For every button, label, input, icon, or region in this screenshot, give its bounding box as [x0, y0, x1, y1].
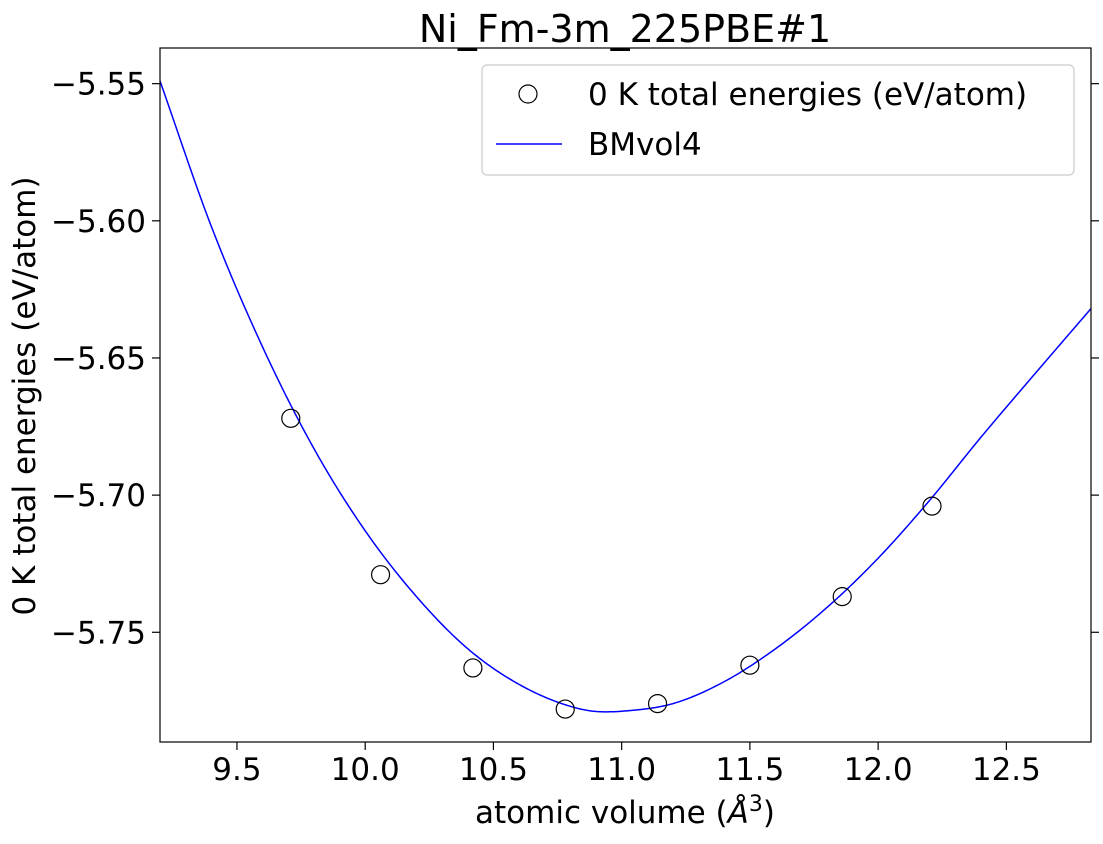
chart-title: Ni_Fm-3m_225PBE#1	[419, 7, 831, 51]
legend: 0 K total energies (eV/atom) BMvol4	[481, 64, 1075, 176]
legend-label-bmvol4: BMvol4	[588, 127, 702, 163]
plot-frame	[159, 47, 1092, 743]
data-point	[832, 587, 852, 607]
data-point	[463, 658, 483, 678]
x-tick-label: 9.5	[212, 752, 261, 788]
x-axis-label-unit: Å	[726, 795, 749, 831]
y-tick-label: −5.65	[51, 341, 146, 377]
x-axis-label-close: )	[763, 795, 775, 831]
legend-label-energies: 0 K total energies (eV/atom)	[588, 77, 1027, 113]
x-tick-label: 11.5	[715, 752, 784, 788]
x-tick-label: 10.0	[331, 752, 400, 788]
data-point	[922, 496, 942, 516]
x-tick-label: 10.5	[459, 752, 528, 788]
data-point	[281, 408, 301, 428]
x-axis-label-main: atomic volume (	[475, 795, 728, 831]
x-axis-label-exponent: 3	[749, 792, 763, 817]
y-axis-label: 0 K total energies (eV/atom)	[7, 176, 43, 615]
y-tick-label: −5.55	[51, 67, 146, 103]
x-axis-label: atomic volume (Å3)	[475, 792, 775, 831]
plot-area	[160, 80, 1091, 719]
y-axis: −5.55 −5.60 −5.65 −5.70 −5.75	[51, 67, 1099, 651]
data-point	[370, 565, 391, 585]
x-tick-label: 12.0	[844, 752, 913, 788]
x-tick-label: 12.5	[972, 752, 1041, 788]
data-point	[647, 693, 668, 714]
legend-marker-energies	[518, 84, 538, 104]
data-point	[740, 655, 760, 675]
y-tick-label: −5.60	[51, 204, 146, 240]
data-point	[555, 699, 575, 719]
y-tick-label: −5.70	[51, 478, 146, 514]
x-axis: 9.5 10.0 10.5 11.0 11.5 12.0 12.5	[212, 742, 1041, 788]
legend-box	[481, 64, 1075, 176]
y-tick-label: −5.75	[51, 615, 146, 651]
x-tick-label: 11.0	[587, 752, 656, 788]
series-line-bmvol4	[160, 80, 1091, 713]
